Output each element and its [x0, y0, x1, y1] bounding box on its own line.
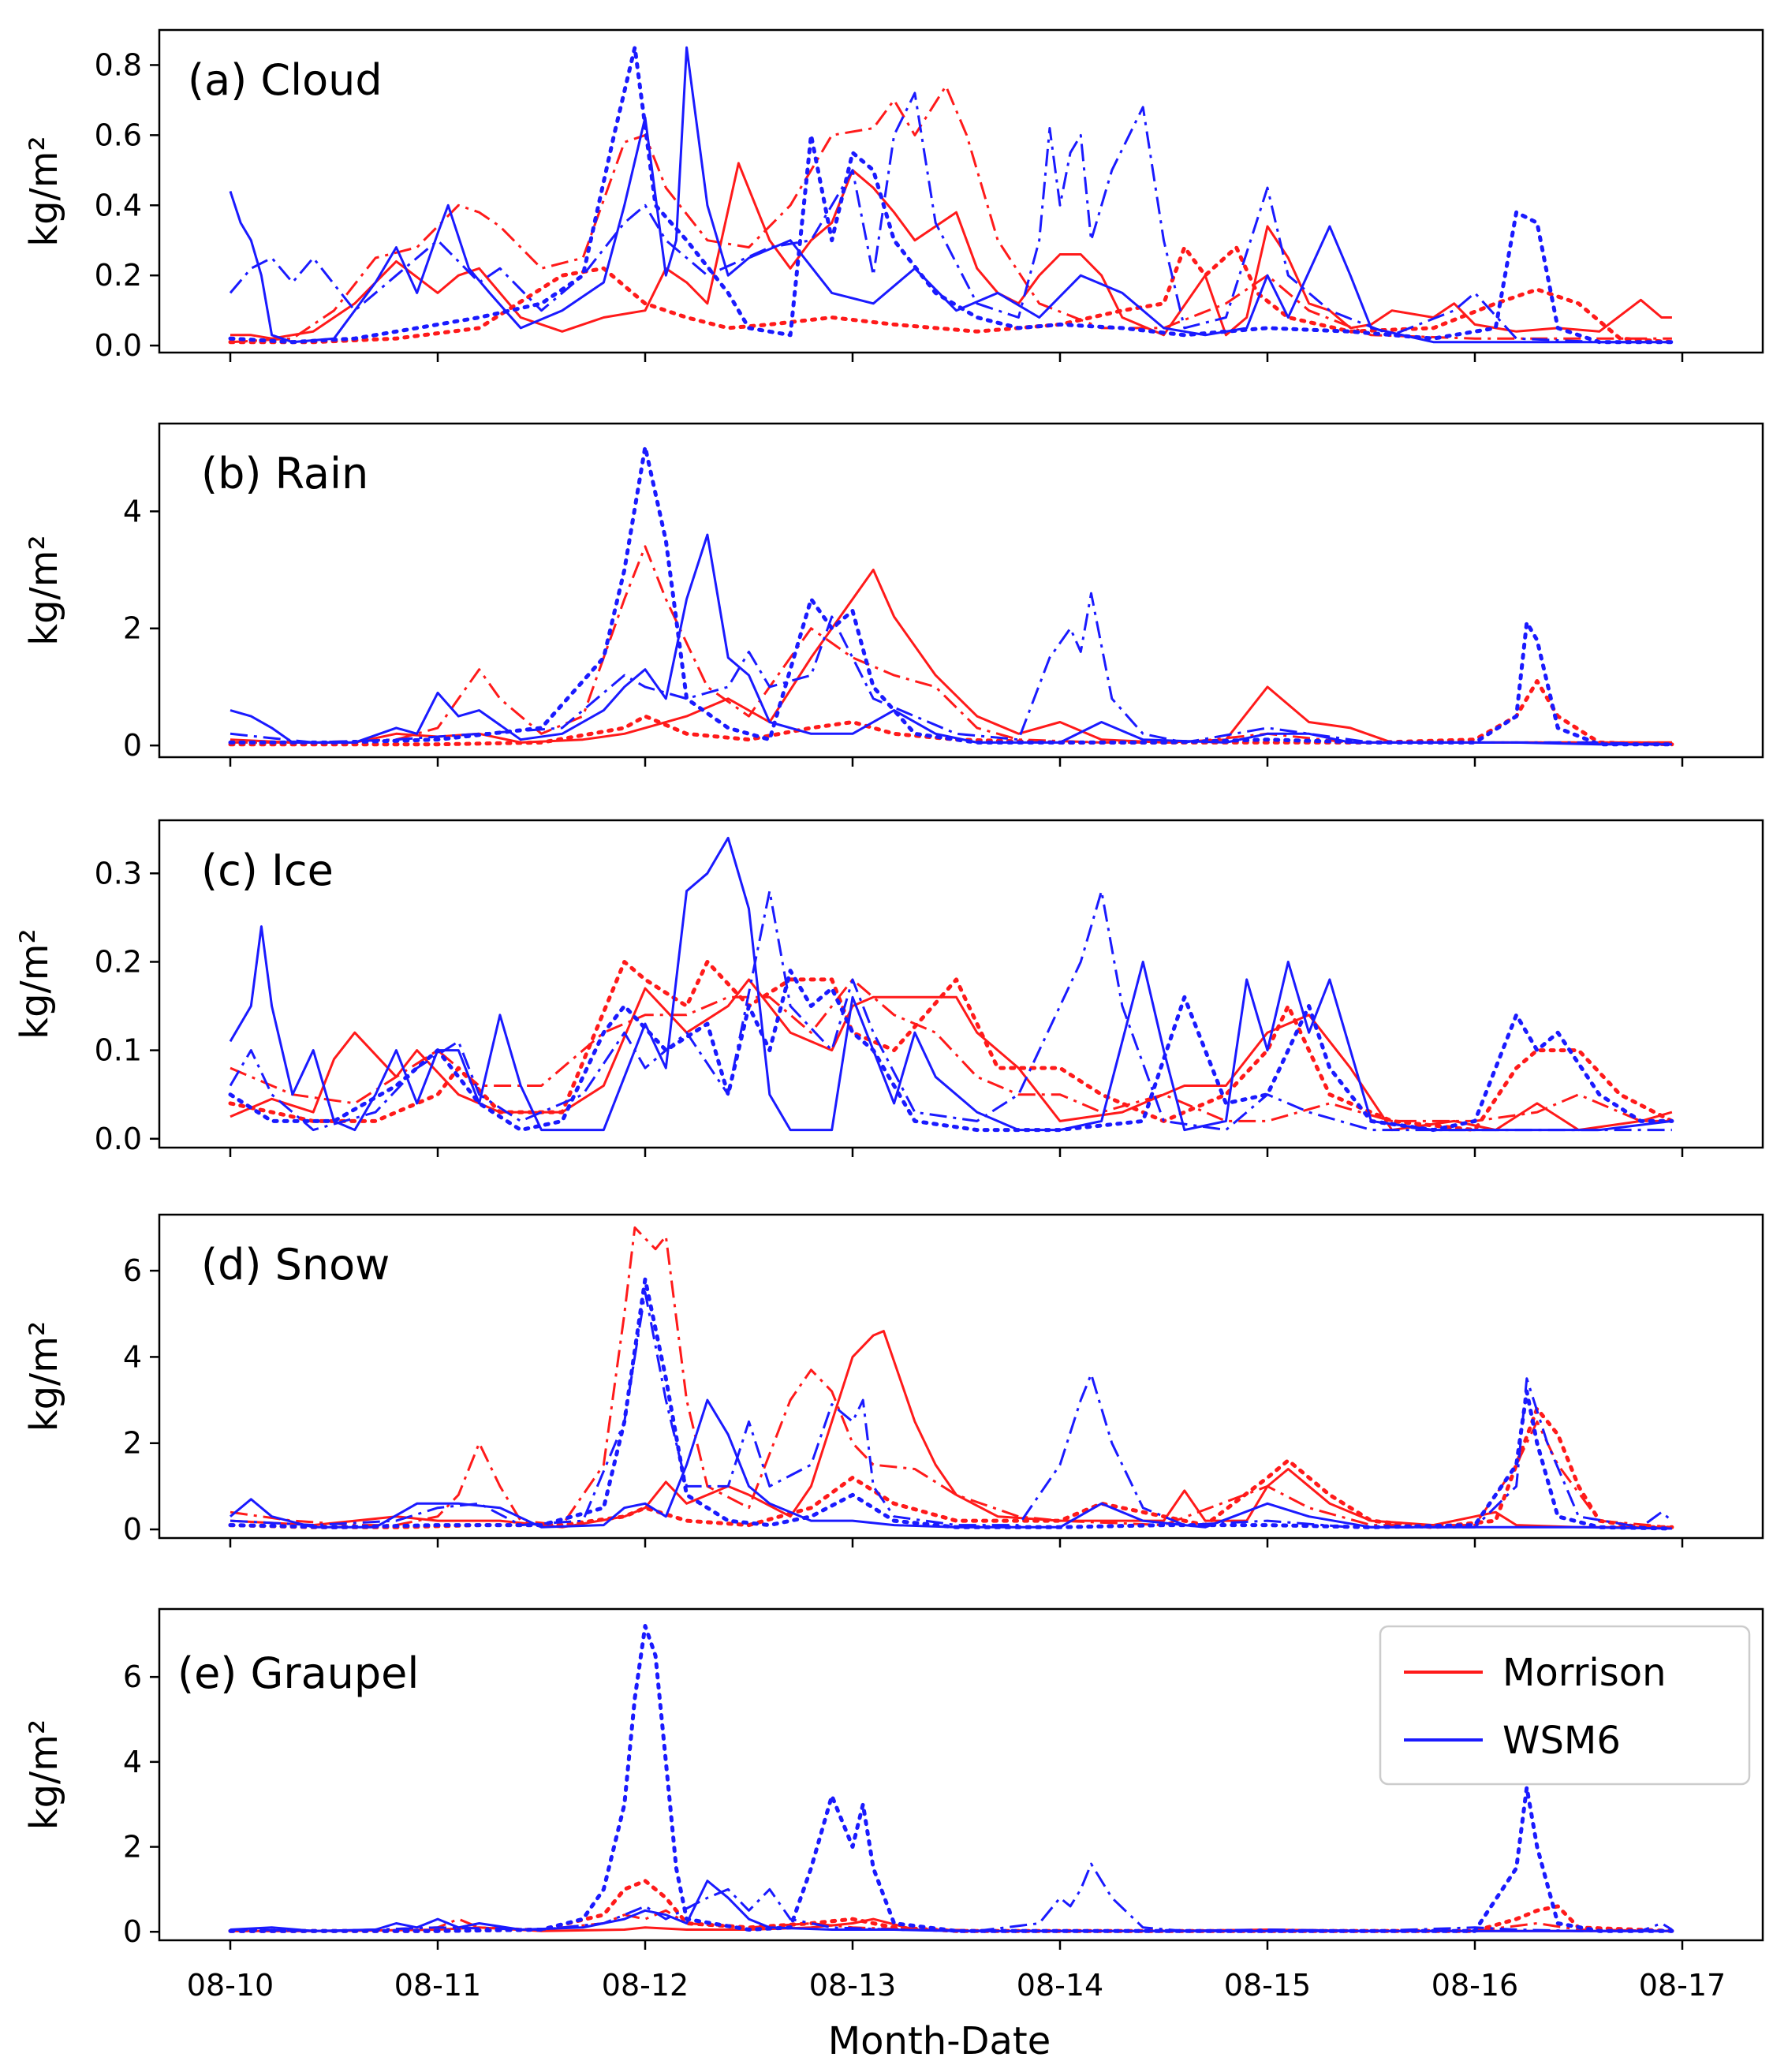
series-line-morrison-dotted [228, 679, 1674, 747]
y-tick-label: 4 [123, 1745, 142, 1779]
panel-title: (a) Cloud [188, 55, 383, 105]
y-tick-label: 0.1 [95, 1033, 142, 1068]
x-tick-label: 08-10 [187, 1968, 274, 2003]
series-line-wsm6-dashdot [230, 1862, 1673, 1932]
y-tick-label: 0.4 [95, 188, 142, 222]
series-group [228, 1226, 1674, 1531]
x-axis-title: Month-Date [828, 2019, 1051, 2063]
y-tick-label: 0 [123, 1914, 142, 1949]
y-tick-label: 2 [123, 1426, 142, 1461]
legend-label-wsm6: WSM6 [1502, 1719, 1621, 1763]
plot-frame [158, 422, 1764, 759]
y-tick-label: 0.8 [95, 47, 142, 82]
y-axis-title: kg/m² [22, 1719, 66, 1830]
x-tick-label: 08-11 [394, 1968, 481, 2003]
series-line-wsm6-solid [229, 46, 1672, 344]
y-axis-title: kg/m² [13, 928, 57, 1039]
y-tick-label: 0.6 [95, 118, 142, 152]
panel-title: (b) Rain [201, 449, 368, 498]
x-tick-label: 08-15 [1224, 1968, 1311, 2003]
y-tick-label: 0 [123, 1512, 142, 1547]
y-tick-label: 0.0 [95, 328, 142, 363]
plot-frame [158, 1213, 1764, 1540]
panel-title: (c) Ice [201, 846, 334, 895]
x-tick-label: 08-14 [1017, 1968, 1103, 2003]
y-tick-label: 0.0 [95, 1122, 142, 1156]
series-line-morrison-dashdot [230, 84, 1672, 344]
y-axis-title: kg/m² [22, 136, 66, 246]
series-line-wsm6-dotted [228, 45, 1674, 345]
y-tick-label: 0 [123, 728, 142, 763]
series-line-wsm6-dotted [228, 969, 1674, 1133]
plot-frame [158, 1607, 1764, 1942]
panel-title: (e) Graupel [177, 1648, 419, 1698]
series-group [228, 1624, 1674, 1933]
y-axis-title: kg/m² [22, 1321, 66, 1432]
plot-frame [158, 28, 1764, 354]
legend-box [1379, 1625, 1751, 1786]
series-line-wsm6-dashdot [229, 890, 1672, 1132]
series-line-wsm6-dashdot [230, 592, 1672, 746]
y-tick-label: 0.2 [95, 944, 142, 979]
series-group [228, 445, 1674, 747]
series-line-wsm6-dotted [228, 1624, 1674, 1933]
y-tick-label: 6 [123, 1253, 142, 1288]
x-tick-label: 08-13 [809, 1968, 896, 2003]
panel-1: 0.0 0.2 0.4 0.6 0.8 kg/m² (a) Cloud [22, 28, 1764, 363]
series-group [228, 836, 1674, 1133]
series-line-wsm6-dashdot [230, 1290, 1673, 1529]
panel-5: 0 2 4 6 08-10 08-11 08-12 08-13 08-14 08-15 08-16 0… [22, 1607, 1764, 2003]
panel-3: 0.0 0.1 0.2 0.3 kg/m² (c) Ice [13, 819, 1764, 1157]
panel-4: 0 2 4 6 kg/m² (d) Snow [22, 1213, 1764, 1547]
panel-2: 0 2 4 kg/m² (b) Rain [22, 422, 1764, 767]
y-tick-label: 2 [123, 611, 142, 646]
y-tick-label: 0.3 [95, 856, 142, 890]
x-tick-label: 08-12 [602, 1968, 689, 2003]
y-tick-label: 0.2 [95, 258, 142, 293]
series-line-wsm6-solid [230, 1398, 1672, 1530]
legend: Morrison WSM6 [1379, 1625, 1751, 1786]
x-tick-label: 08-17 [1639, 1968, 1726, 2003]
legend-label-morrison: Morrison [1502, 1651, 1667, 1695]
x-tick-label: 08-16 [1431, 1968, 1518, 2003]
plot-frame [158, 819, 1764, 1149]
series-line-wsm6-solid [229, 836, 1673, 1132]
series-line-wsm6-solid [230, 533, 1672, 746]
series-line-wsm6-dotted [228, 445, 1674, 747]
series-line-wsm6-dotted [228, 1277, 1674, 1531]
y-tick-label: 4 [123, 1339, 142, 1374]
series-line-wsm6-dashdot [229, 91, 1672, 344]
y-axis-title: kg/m² [22, 535, 66, 645]
y-tick-label: 6 [123, 1659, 142, 1694]
y-tick-label: 4 [123, 494, 142, 528]
panels: 0.0 0.2 0.4 0.6 0.8 kg/m² (a) Cloud 0 2 4 kg/m² (b)… [13, 28, 1764, 2003]
y-tick-label: 2 [123, 1830, 142, 1865]
panel-title: (d) Snow [201, 1240, 390, 1290]
series-line-morrison-dashdot [230, 1226, 1673, 1529]
series-group [228, 45, 1674, 345]
